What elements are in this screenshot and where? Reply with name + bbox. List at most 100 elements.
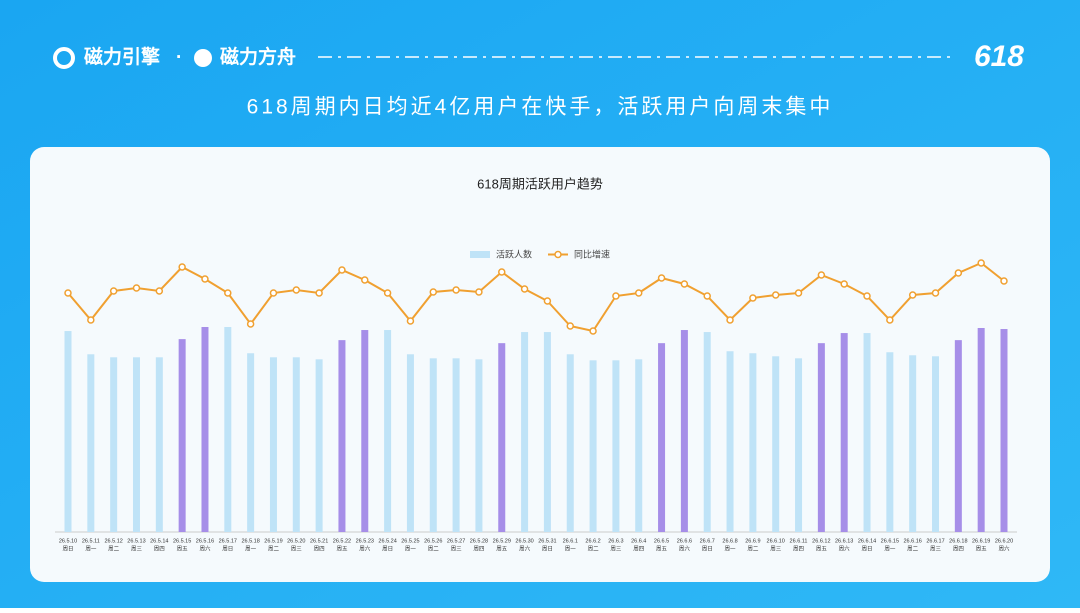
logo-icon	[53, 47, 75, 69]
x-tick-label: 26.6.4	[631, 538, 646, 544]
line-point	[703, 292, 711, 300]
bar	[909, 355, 917, 532]
line-point	[954, 269, 963, 277]
x-tick-sublabel: 周二	[108, 545, 120, 552]
line-point	[246, 320, 255, 328]
x-tick-label: 26.6.20	[995, 538, 1013, 544]
bar	[863, 333, 871, 532]
line-point	[178, 263, 186, 271]
x-tick-sublabel: 周日	[62, 545, 73, 552]
x-tick-sublabel: 周五	[177, 545, 189, 552]
x-tick-label: 26.5.13	[127, 538, 145, 544]
x-tick-label: 26.5.31	[538, 538, 556, 544]
x-tick-sublabel: 周六	[839, 544, 851, 552]
line-point	[840, 280, 848, 288]
line-point	[132, 284, 141, 292]
line-point	[475, 288, 483, 296]
bar	[543, 332, 551, 532]
x-tick-label: 26.6.3	[608, 538, 623, 544]
line-point	[794, 289, 803, 297]
x-tick-sublabel: 周日	[542, 545, 553, 552]
x-tick-sublabel: 周三	[770, 545, 782, 552]
line-point	[612, 292, 620, 300]
bar	[361, 330, 369, 532]
bar	[292, 357, 300, 532]
line-point	[589, 327, 597, 335]
line-point	[292, 286, 301, 294]
x-tick-label: 26.5.27	[447, 538, 465, 544]
bar	[178, 339, 186, 532]
bar	[680, 330, 688, 532]
x-tick-label: 26.5.17	[219, 538, 237, 544]
bar	[1000, 329, 1008, 532]
x-tick-sublabel: 周一	[245, 545, 257, 552]
x-tick-sublabel: 周五	[976, 545, 988, 552]
bar	[635, 359, 643, 532]
line-point	[863, 292, 871, 300]
bar	[954, 340, 962, 532]
line-point	[977, 259, 985, 267]
brand: 磁力方舟	[220, 45, 296, 68]
x-tick-sublabel: 周六	[359, 544, 371, 552]
x-tick-label: 26.5.25	[401, 538, 419, 544]
line-point	[87, 316, 95, 324]
logo-icon	[194, 49, 212, 67]
x-tick-sublabel: 周日	[702, 545, 713, 552]
x-tick-sublabel: 周一	[725, 545, 737, 552]
x-tick-sublabel: 周四	[314, 545, 325, 552]
x-tick-sublabel: 周四	[473, 545, 484, 552]
bar	[475, 359, 483, 532]
plot: 26.5.10周日26.5.11周一26.5.12周二26.5.13周三26.5…	[55, 248, 1017, 552]
x-tick-sublabel: 周一	[565, 545, 577, 552]
bar	[726, 351, 734, 532]
line-point	[543, 297, 552, 305]
x-tick-label: 26.5.10	[59, 538, 77, 544]
bar	[155, 357, 163, 532]
bar	[772, 356, 780, 532]
x-tick-sublabel: 周六	[679, 544, 691, 552]
x-tick-sublabel: 周日	[862, 545, 873, 552]
bar	[315, 359, 323, 532]
line-point	[886, 316, 894, 324]
line-point	[566, 322, 574, 330]
x-tick-label: 26.5.21	[310, 538, 328, 544]
x-tick-sublabel: 周二	[588, 545, 600, 552]
x-tick-sublabel: 周六	[199, 544, 211, 552]
line-point	[908, 291, 917, 299]
x-tick-sublabel: 周日	[382, 545, 393, 552]
line-point	[931, 289, 940, 297]
line-point	[109, 287, 118, 295]
x-tick-label: 26.6.5	[654, 538, 669, 544]
bar	[224, 327, 232, 532]
bar	[87, 354, 95, 532]
card	[30, 147, 1050, 582]
bar	[498, 343, 506, 532]
x-tick-label: 26.5.11	[82, 538, 100, 544]
line	[67, 261, 1005, 333]
line-point	[224, 289, 232, 297]
line-point	[383, 289, 392, 297]
x-tick-sublabel: 周一	[85, 545, 97, 552]
x-tick-sublabel: 周五	[656, 545, 668, 552]
line-point	[361, 276, 369, 284]
x-tick-label: 26.5.30	[515, 538, 533, 544]
line-point	[817, 271, 826, 279]
x-tick-sublabel: 周五	[816, 545, 828, 552]
headline: 618周期内日均近4亿用户在快手，活跃用户向周末集中	[247, 96, 834, 119]
x-tick-label: 26.6.11	[790, 538, 808, 544]
x-tick-label: 26.5.26	[424, 538, 442, 544]
x-tick-sublabel: 周三	[451, 545, 463, 552]
badge: 618	[974, 40, 1024, 73]
x-tick-sublabel: 周四	[793, 545, 804, 552]
x-tick-label: 26.6.7	[700, 538, 715, 544]
x-tick-label: 26.5.15	[173, 538, 191, 544]
legend-label: 同比增速	[574, 248, 610, 259]
line-point	[726, 316, 734, 324]
x-tick-label: 26.6.18	[949, 538, 967, 544]
x-tick-label: 26.6.17	[926, 538, 944, 544]
line-point	[155, 287, 164, 295]
x-tick-sublabel: 周一	[884, 545, 896, 552]
line-point	[338, 266, 346, 274]
